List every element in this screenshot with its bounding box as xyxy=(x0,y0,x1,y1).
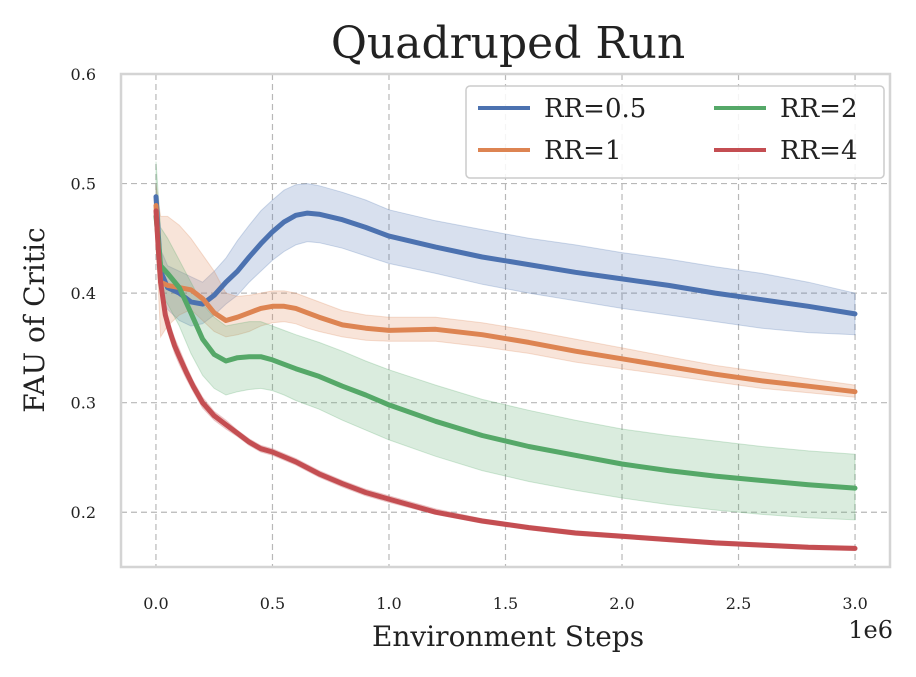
plot-frame xyxy=(119,72,892,569)
x-tick-labels: 0.0 0.5 1.0 1.5 2.0 2.5 3.0 xyxy=(143,594,868,613)
x-tick-label: 1.5 xyxy=(493,594,518,613)
x-tick-label: 3.0 xyxy=(842,594,867,613)
y-tick-labels: 0.2 0.3 0.4 0.5 0.6 xyxy=(71,65,96,522)
x-multiplier-label: 1e6 xyxy=(848,616,893,644)
x-tick-label: 1.0 xyxy=(376,594,401,613)
y-tick-label: 0.4 xyxy=(71,284,96,303)
series-lines xyxy=(153,194,858,551)
legend-box xyxy=(465,85,885,179)
x-tick-label: 0.5 xyxy=(260,594,285,613)
legend-label-rr-4: RR=4 xyxy=(780,136,857,166)
y-tick-label: 0.2 xyxy=(71,503,96,522)
legend: RR=0.5 RR=1 RR=2 RR=4 xyxy=(465,85,885,179)
line-rr-0-5 xyxy=(153,194,858,317)
y-tick-label: 0.6 xyxy=(71,65,96,84)
line-rr-2 xyxy=(153,213,858,491)
band-rr-1 xyxy=(155,183,856,398)
line-rr-1 xyxy=(153,203,858,395)
x-axis-label: Environment Steps xyxy=(372,620,644,653)
legend-label-rr-1: RR=1 xyxy=(544,136,621,166)
chart-title: Quadruped Run xyxy=(331,18,685,69)
x-tick-label: 0.0 xyxy=(143,594,168,613)
y-axis-label: FAU of Critic xyxy=(18,227,51,413)
x-tick-label: 2.5 xyxy=(726,594,751,613)
legend-label-rr-0-5: RR=0.5 xyxy=(544,94,646,124)
legend-label-rr-2: RR=2 xyxy=(780,94,857,124)
x-tick-label: 2.0 xyxy=(609,594,634,613)
line-rr-4 xyxy=(153,208,858,551)
y-tick-label: 0.3 xyxy=(71,394,96,413)
y-tick-label: 0.5 xyxy=(71,175,96,194)
